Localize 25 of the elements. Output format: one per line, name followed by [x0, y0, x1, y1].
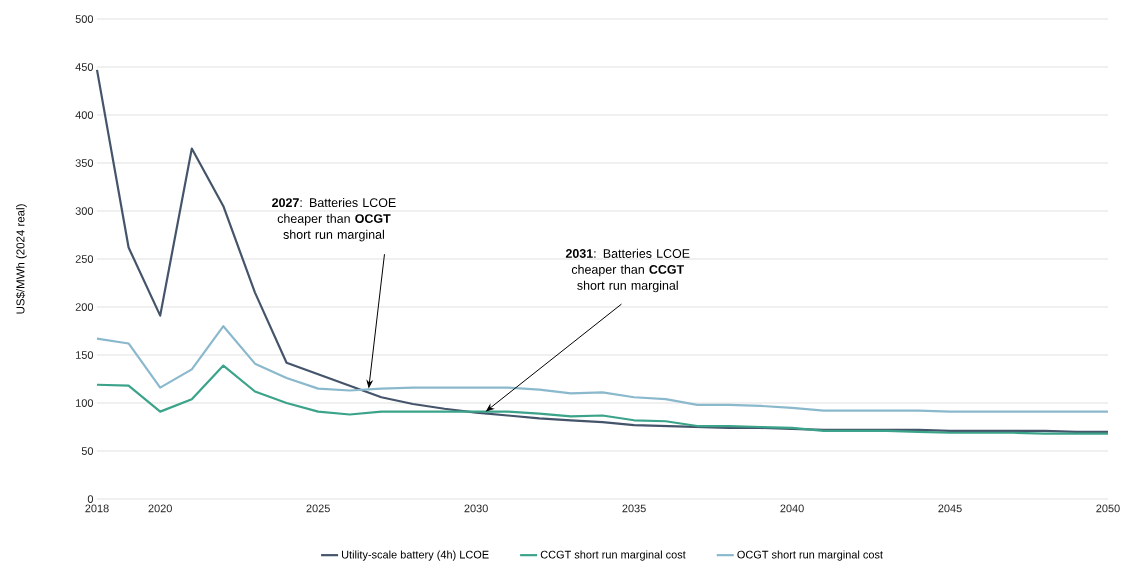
y-tick-label: 400: [75, 111, 94, 119]
y-tick-label: 150: [76, 351, 94, 359]
x-tick-label: 2045: [938, 504, 962, 513]
x-tick-label: 2030: [464, 504, 488, 513]
legend-label: OCGT short run marginal cost: [737, 550, 883, 561]
annotation: 2031: Batteries LCOE cheaper than CCGT short run marginal: [565, 248, 690, 293]
y-tick-label: 350: [75, 159, 94, 167]
y-tick-label: 50: [81, 447, 94, 455]
y-axis-title: US$/MWh (2024 real): [15, 204, 27, 314]
y-tick-label: 450: [75, 63, 94, 71]
x-tick-label: 2040: [780, 504, 804, 513]
x-tick-label: 2018: [85, 504, 109, 513]
y-tick-label: 500: [75, 15, 94, 23]
x-tick-label: 2050: [1096, 504, 1120, 513]
y-tick-label: 250: [75, 255, 94, 263]
y-tick-label: 300: [75, 207, 94, 215]
x-tick-label: 2035: [622, 504, 646, 513]
y-tick-label: 100: [76, 399, 94, 407]
legend-label: Utility-scale battery (4h) LCOE: [341, 550, 489, 561]
annotation: 2027: Batteries LCOE cheaper than OCGT short run marginal: [272, 197, 396, 242]
x-tick-label: 2025: [306, 504, 330, 513]
y-tick-label: 0: [87, 495, 94, 503]
legend-label: CCGT short run marginal cost: [540, 550, 686, 561]
x-tick-label: 2020: [148, 504, 172, 513]
y-tick-label: 200: [75, 303, 94, 311]
